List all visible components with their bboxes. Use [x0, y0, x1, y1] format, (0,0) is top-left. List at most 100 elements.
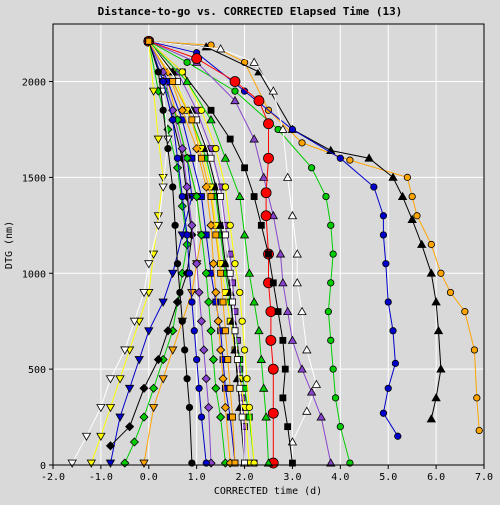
- data-point: [182, 76, 192, 85]
- data-point: [229, 413, 236, 421]
- data-point: [215, 220, 226, 229]
- data-point: [265, 334, 277, 346]
- data-point: [236, 384, 244, 392]
- series-23: [145, 37, 210, 467]
- data-point: [158, 375, 168, 384]
- data-point: [173, 260, 182, 268]
- data-point: [298, 139, 306, 147]
- data-point: [282, 172, 293, 181]
- data-point: [236, 288, 244, 297]
- data-point: [177, 105, 187, 115]
- data-point: [408, 192, 416, 201]
- data-point: [384, 298, 392, 306]
- data-point: [287, 210, 298, 220]
- data-point: [153, 221, 164, 231]
- data-point: [302, 406, 312, 415]
- data-point: [324, 308, 332, 316]
- data-point: [261, 412, 271, 421]
- data-point: [238, 317, 246, 325]
- data-point: [278, 124, 288, 133]
- data-point: [238, 413, 246, 421]
- data-point: [220, 153, 231, 162]
- data-point: [302, 345, 312, 354]
- y-tick-label: 2000: [22, 78, 46, 89]
- data-point: [265, 250, 272, 258]
- data-point: [185, 269, 194, 277]
- data-point: [397, 191, 408, 200]
- data-point: [168, 346, 178, 355]
- data-point: [267, 407, 279, 419]
- data-point: [244, 268, 255, 277]
- data-point: [379, 212, 388, 220]
- data-point: [169, 78, 177, 85]
- data-point: [267, 363, 279, 375]
- data-point: [403, 173, 411, 181]
- data-point: [327, 221, 335, 229]
- data-point: [183, 58, 191, 66]
- data-point: [178, 192, 186, 201]
- data-point: [115, 375, 125, 384]
- data-point: [183, 375, 191, 383]
- data-point: [388, 172, 398, 181]
- y-tick-label: 0: [40, 461, 46, 472]
- data-point: [284, 423, 292, 431]
- data-point: [172, 163, 183, 173]
- data-point: [215, 44, 226, 53]
- data-point: [426, 414, 437, 423]
- data-point: [176, 288, 184, 297]
- data-point: [307, 164, 316, 172]
- data-point: [163, 326, 173, 336]
- y-tick-label: 1000: [22, 269, 46, 280]
- x-tick-label: -2.0: [41, 472, 65, 483]
- data-point: [426, 268, 437, 277]
- data-point: [187, 220, 197, 230]
- chart-title: Distance-to-go vs. CORRECTED Elapsed Tim…: [98, 5, 403, 18]
- data-point: [245, 403, 253, 412]
- data-point: [389, 327, 397, 335]
- data-point: [226, 250, 234, 258]
- data-point: [229, 279, 236, 287]
- data-point: [192, 259, 202, 269]
- data-point: [178, 317, 186, 325]
- data-point: [226, 384, 234, 392]
- series-10: [67, 37, 173, 468]
- data-point: [177, 144, 187, 154]
- data-point: [192, 191, 202, 202]
- x-tick-label: 1.0: [188, 472, 206, 483]
- data-point: [249, 134, 259, 143]
- data-point: [134, 356, 144, 365]
- data-point: [153, 135, 164, 144]
- data-point: [329, 365, 337, 373]
- data-point: [229, 298, 236, 306]
- data-point: [226, 135, 234, 143]
- series-25: [144, 36, 274, 467]
- data-point: [190, 327, 198, 335]
- data-point: [233, 356, 241, 363]
- data-point: [274, 308, 282, 316]
- data-point: [461, 308, 469, 316]
- data-point: [254, 325, 264, 335]
- data-point: [217, 269, 225, 277]
- data-point: [382, 260, 390, 268]
- data-point: [235, 191, 245, 200]
- data-point: [288, 125, 297, 134]
- data-point: [153, 354, 163, 365]
- series-group: [67, 35, 483, 469]
- data-point: [105, 441, 116, 451]
- data-point: [473, 394, 481, 402]
- series-0: [145, 37, 483, 435]
- data-point: [275, 249, 286, 258]
- data-point: [177, 201, 187, 211]
- data-point: [144, 327, 154, 336]
- data-point: [201, 42, 211, 51]
- data-point: [327, 279, 335, 287]
- data-point: [326, 458, 336, 467]
- series-24: [145, 37, 258, 467]
- data-point: [129, 437, 139, 447]
- axis-ticks: -2.0 -1.0 0.0 1.0 2.0 3.0 4.0 5.0 6.0 7.0 0 500 1000…: [22, 78, 493, 483]
- x-tick-label: 2.0: [236, 472, 254, 483]
- data-point: [173, 154, 182, 162]
- data-point: [216, 412, 226, 422]
- data-point: [221, 327, 229, 335]
